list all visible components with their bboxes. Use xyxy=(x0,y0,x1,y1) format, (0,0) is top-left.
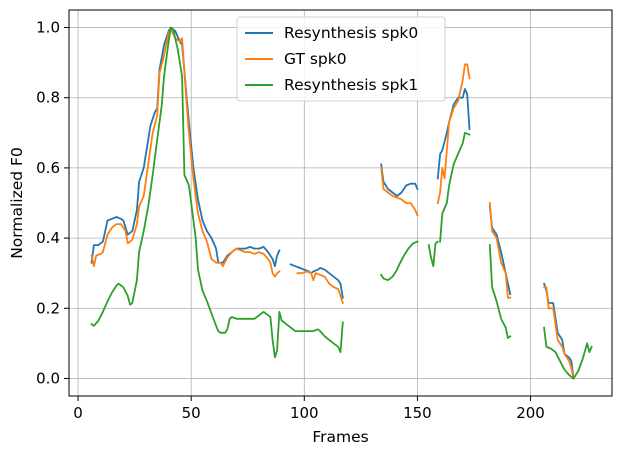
legend-box xyxy=(236,16,446,102)
series-line xyxy=(289,263,344,299)
legend-entry: GT spk0 xyxy=(284,50,347,68)
y-tick-label: 0.2 xyxy=(36,299,60,317)
y-tick-label: 1.0 xyxy=(36,19,60,37)
x-axis-ticks: 0 50 100 150 200 xyxy=(73,396,545,422)
series-line xyxy=(296,270,344,305)
y-tick-label: 0.8 xyxy=(36,89,60,107)
x-axis-label: Frames xyxy=(312,428,368,446)
x-tick-label: 100 xyxy=(290,404,319,422)
series-line xyxy=(488,244,512,340)
series-line xyxy=(436,88,471,180)
series-line xyxy=(439,131,471,243)
x-tick-label: 50 xyxy=(182,404,201,422)
x-tick-label: 0 xyxy=(73,404,83,422)
series-line xyxy=(543,286,575,380)
y-tick-label: 0.0 xyxy=(36,369,60,387)
series-line xyxy=(488,202,512,299)
series-line xyxy=(379,240,419,282)
series-line xyxy=(427,240,440,268)
y-axis-label: Normalized F0 xyxy=(8,147,26,259)
y-tick-label: 0.4 xyxy=(36,229,60,247)
series-line xyxy=(436,63,471,205)
series-line xyxy=(380,163,419,197)
series-line xyxy=(543,326,593,380)
y-axis-ticks: 0.0 0.2 0.4 0.6 0.8 1.0 xyxy=(36,19,69,387)
x-tick-label: 150 xyxy=(403,404,432,422)
legend: Resynthesis spk0 GT spk0 Resynthesis spk1 xyxy=(236,16,446,102)
x-tick-label: 200 xyxy=(516,404,545,422)
series-lines xyxy=(90,26,593,380)
legend-entry: Resynthesis spk0 xyxy=(284,24,418,42)
series-line xyxy=(90,26,344,359)
series-line xyxy=(90,28,281,278)
plot-frame xyxy=(68,9,613,397)
series-line xyxy=(380,166,419,217)
y-tick-label: 0.6 xyxy=(36,159,60,177)
legend-entry: Resynthesis spk1 xyxy=(284,76,418,94)
